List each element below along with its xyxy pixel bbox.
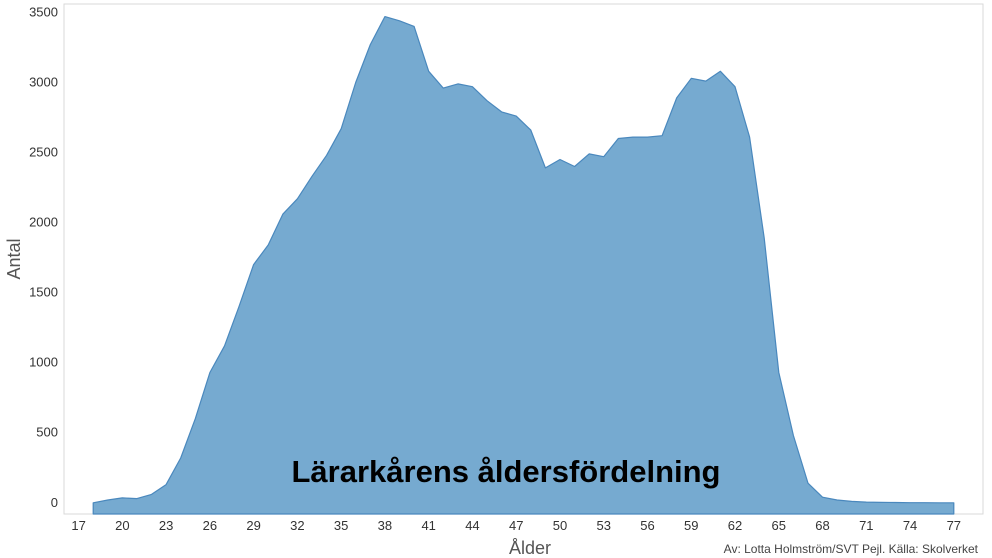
- x-axis: 17 20 23 26 29 32 35 38 41 44 47 50 53 56 59 62 65 68 71 74…: [71, 518, 961, 533]
- x-tick-label: 74: [903, 518, 917, 533]
- x-tick-label: 47: [509, 518, 523, 533]
- y-tick-label: 3500: [29, 4, 58, 19]
- x-tick-label: 50: [553, 518, 567, 533]
- y-tick-label: 0: [51, 495, 58, 510]
- x-tick-label: 56: [640, 518, 654, 533]
- x-tick-label: 38: [378, 518, 392, 533]
- y-tick-label: 2000: [29, 215, 58, 230]
- y-tick-label: 500: [36, 425, 58, 440]
- series-area: [92, 16, 955, 515]
- x-tick-label: 20: [115, 518, 129, 533]
- x-tick-label: 65: [772, 518, 786, 533]
- y-tick-label: 1500: [29, 285, 58, 300]
- x-axis-title: Ålder: [509, 538, 551, 558]
- x-tick-label: 44: [465, 518, 479, 533]
- x-tick-label: 68: [815, 518, 829, 533]
- x-tick-label: 29: [246, 518, 260, 533]
- x-tick-label: 17: [71, 518, 85, 533]
- x-tick-label: 26: [203, 518, 217, 533]
- x-tick-label: 53: [596, 518, 610, 533]
- chart-title: Lärarkårens åldersfördelning: [292, 454, 721, 489]
- x-tick-label: 23: [159, 518, 173, 533]
- x-tick-label: 59: [684, 518, 698, 533]
- y-tick-label: 1000: [29, 355, 58, 370]
- y-tick-label: 2500: [29, 145, 58, 160]
- x-tick-label: 62: [728, 518, 742, 533]
- x-tick-label: 77: [947, 518, 961, 533]
- credit-text: Av: Lotta Holmström/SVT Pejl. Källa: Sko…: [724, 542, 979, 556]
- x-tick-label: 41: [421, 518, 435, 533]
- y-axis-title: Antal: [4, 238, 24, 279]
- y-axis: 0 500 1000 1500 2000 2500 3000 3500: [29, 4, 58, 509]
- x-tick-label: 71: [859, 518, 873, 533]
- series-area-group: [92, 16, 955, 515]
- x-tick-label: 35: [334, 518, 348, 533]
- y-tick-label: 3000: [29, 74, 58, 89]
- x-tick-label: 32: [290, 518, 304, 533]
